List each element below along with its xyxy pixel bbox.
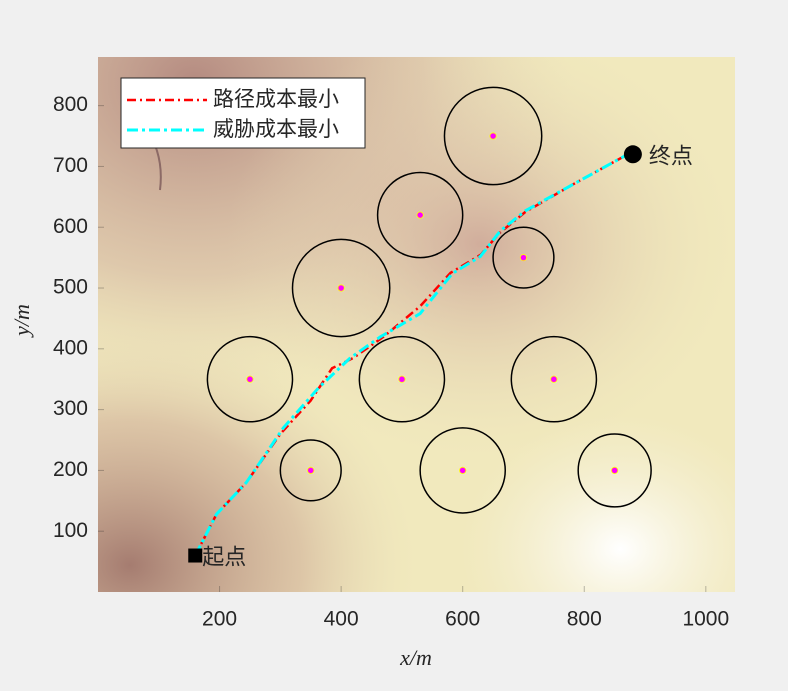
start-marker xyxy=(188,548,203,563)
legend-label: 路径成本最小 xyxy=(213,87,339,111)
threat-circle xyxy=(279,439,342,502)
x-tick-label: 400 xyxy=(324,608,359,631)
start-label: 起点 xyxy=(202,546,246,571)
y-tick-label: 500 xyxy=(53,276,88,299)
y-tick-label: 300 xyxy=(53,397,88,420)
threat-center xyxy=(459,466,467,475)
y-tick-label: 200 xyxy=(53,458,88,481)
threat-center xyxy=(611,466,619,475)
threat-center xyxy=(489,132,497,140)
y-axis-label: y/m xyxy=(9,304,34,338)
legend-label: 威胁成本最小 xyxy=(213,117,339,141)
legend-box xyxy=(120,77,366,149)
threat-circle xyxy=(510,335,598,423)
y-tick-label: 600 xyxy=(53,215,88,238)
threat-center xyxy=(519,254,528,262)
y-tick-label: 800 xyxy=(53,93,88,116)
end-marker xyxy=(623,145,642,164)
threat-circle xyxy=(492,226,555,289)
threat-center xyxy=(337,284,345,292)
y-tick-label: 700 xyxy=(53,154,88,177)
threat-circle xyxy=(291,238,391,338)
threat-circle xyxy=(358,335,446,423)
threat-center xyxy=(246,375,254,383)
path-line xyxy=(193,150,634,557)
x-axis-label: x/m xyxy=(399,645,432,670)
y-tick-label: 400 xyxy=(53,336,88,359)
threat-circle xyxy=(376,171,464,259)
threat-center xyxy=(307,466,315,475)
plot-area: 200 400 600 800 1000 100 200 300 400 500 600 700 800… xyxy=(53,86,729,631)
threat-center xyxy=(416,211,424,219)
map-background xyxy=(98,57,735,592)
y-tick-label: 100 xyxy=(53,519,88,542)
x-tick-label: 800 xyxy=(567,608,602,631)
threat-circle xyxy=(419,427,506,514)
x-tick-label: 200 xyxy=(202,608,237,631)
threat-center xyxy=(398,375,406,383)
end-label: 终点 xyxy=(649,144,693,169)
x-tick-label: 1000 xyxy=(682,608,729,631)
x-tick-label: 600 xyxy=(445,608,480,631)
threat-center xyxy=(550,375,558,383)
threat-circle xyxy=(206,335,294,423)
path-line xyxy=(194,150,633,557)
threat-circle xyxy=(577,433,652,508)
threat-circle xyxy=(443,86,543,186)
